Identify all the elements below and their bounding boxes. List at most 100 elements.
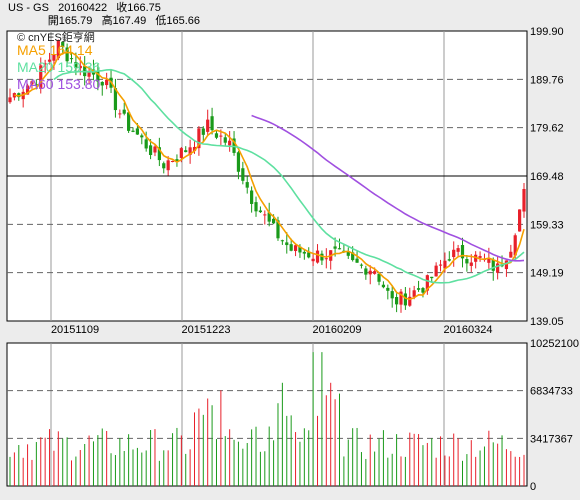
open-label: 開165.79 xyxy=(47,15,93,27)
candle-body xyxy=(469,262,473,266)
candle-body xyxy=(285,242,289,246)
candle-body xyxy=(65,47,69,62)
candle-body xyxy=(491,259,495,271)
candle-body xyxy=(324,258,328,260)
candle-body xyxy=(513,235,517,256)
candle-body xyxy=(179,148,183,158)
candle-body xyxy=(144,139,148,149)
candle-body xyxy=(122,109,126,114)
price-tick-label: 179.62 xyxy=(530,123,564,135)
candle-body xyxy=(443,260,447,269)
candle-body xyxy=(408,296,412,306)
candle-body xyxy=(100,81,104,86)
candle-body xyxy=(245,182,249,188)
candle-body xyxy=(78,65,82,69)
candle-body xyxy=(241,168,245,181)
volume-tick-label: 0 xyxy=(530,481,536,493)
candle-body xyxy=(43,63,47,65)
candle-body xyxy=(522,188,526,212)
candle-body xyxy=(219,135,223,137)
candle-body xyxy=(381,284,386,288)
candle-body xyxy=(170,160,175,162)
candle-body xyxy=(153,146,157,153)
candle-body xyxy=(307,252,311,258)
cnyes-logo: © cnYES鉅亨網 xyxy=(17,32,95,44)
candle-body xyxy=(364,268,368,275)
candle-body xyxy=(210,116,214,131)
candle-body xyxy=(236,152,241,172)
candle-body xyxy=(346,251,350,256)
candle-body xyxy=(425,275,429,291)
price-tick-label: 189.76 xyxy=(530,74,564,86)
candle-body xyxy=(206,119,210,132)
candle-body xyxy=(386,287,390,291)
candle-body xyxy=(56,40,60,59)
candle-body xyxy=(47,59,52,62)
candle-body xyxy=(421,288,425,293)
candle-body xyxy=(373,271,377,274)
candle-body xyxy=(250,190,254,204)
candle-body xyxy=(197,128,201,149)
candle-body xyxy=(254,202,258,212)
ma5-line xyxy=(14,51,525,301)
candle-body xyxy=(289,244,293,251)
candle-body xyxy=(87,71,91,77)
candle-body xyxy=(105,79,109,86)
candle-body xyxy=(276,220,280,239)
candle-body xyxy=(34,84,38,86)
candle-body xyxy=(127,112,131,131)
candle-body xyxy=(258,210,263,213)
candle-body xyxy=(148,145,153,156)
low-label: 低165.66 xyxy=(155,15,201,27)
candle-body xyxy=(39,65,43,89)
candle-body xyxy=(465,258,469,264)
candle-body xyxy=(140,135,144,138)
ma60-line xyxy=(251,114,525,262)
volume-tick-label: 6834733 xyxy=(530,386,573,398)
candle-body xyxy=(518,209,522,232)
candle-body xyxy=(280,240,284,242)
candle-body xyxy=(487,258,491,263)
candle-body xyxy=(460,245,465,259)
candle-body xyxy=(61,41,65,48)
candle-body xyxy=(333,246,337,249)
date-tick-label: 20151109 xyxy=(51,324,99,336)
candle-body xyxy=(263,214,267,216)
candle-body xyxy=(438,264,443,266)
candle-body xyxy=(52,54,56,61)
candle-body xyxy=(298,246,302,253)
price-tick-label: 199.90 xyxy=(530,26,564,38)
candle-body xyxy=(293,245,298,252)
candle-body xyxy=(416,288,421,290)
candle-body xyxy=(315,250,320,263)
ma20-line xyxy=(53,68,525,284)
candle-body xyxy=(188,147,192,155)
candle-body xyxy=(456,248,460,252)
candle-body xyxy=(157,147,161,161)
quote-header: US - GS 20160422 收166.75 開165.79 高167.49… xyxy=(8,2,200,28)
candle-body xyxy=(184,150,188,153)
candle-body xyxy=(377,273,381,282)
candle-body xyxy=(359,264,364,266)
candle-body xyxy=(403,293,407,306)
high-label: 高167.49 xyxy=(101,15,147,27)
ma5-label: MA5 164.14 xyxy=(17,42,93,58)
candle-body xyxy=(267,212,271,222)
candle-body xyxy=(131,130,135,132)
date-tick-label: 20160209 xyxy=(313,324,362,336)
close-label: 收166.75 xyxy=(116,2,161,14)
candle-body xyxy=(504,260,509,270)
candle-body xyxy=(434,265,438,277)
price-tick-label: 149.19 xyxy=(530,268,564,280)
price-tick-label: 169.48 xyxy=(530,171,564,183)
date-tick-label: 20151223 xyxy=(182,324,231,336)
candle-body xyxy=(412,290,416,297)
candle-body xyxy=(175,159,179,162)
candle-body xyxy=(452,249,456,258)
volume-tick-label: 10252100 xyxy=(530,338,579,350)
candle-body xyxy=(368,270,372,275)
candle-body xyxy=(447,259,451,261)
candle-body xyxy=(8,97,12,103)
candle-body xyxy=(166,160,170,171)
